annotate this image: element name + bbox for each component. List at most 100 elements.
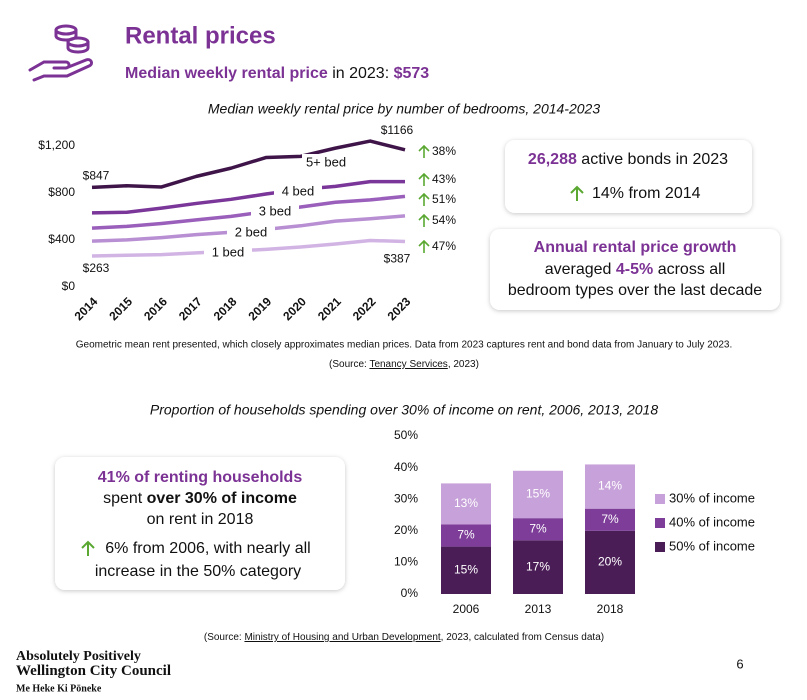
growth-value: 4-5% bbox=[616, 261, 653, 278]
x-tick-label: 2018 bbox=[211, 294, 240, 323]
source2-link[interactable]: Ministry of Housing and Urban Developmen… bbox=[244, 632, 440, 643]
value-label: $847 bbox=[83, 168, 110, 182]
households-change: 6% from 2006, with nearly all bbox=[105, 540, 310, 557]
households-title: 41% of renting households bbox=[98, 469, 303, 486]
legend-swatch bbox=[655, 494, 665, 504]
households-bold: over 30% of income bbox=[147, 490, 297, 507]
series-change: 54% bbox=[432, 213, 456, 227]
source2-pre: (Source: bbox=[204, 632, 245, 643]
legend-label: 50% of income bbox=[669, 538, 755, 553]
bar-segment bbox=[513, 518, 563, 541]
legend-swatch bbox=[655, 542, 665, 552]
series-label: 1 bed bbox=[212, 244, 245, 259]
bonds-change: 14% from 2014 bbox=[592, 185, 701, 202]
y-tick-label: $400 bbox=[48, 232, 75, 246]
value-label: 15% bbox=[454, 562, 478, 576]
x-tick-label: 2023 bbox=[385, 294, 414, 323]
bonds-box bbox=[505, 140, 752, 213]
up-arrow bbox=[418, 192, 430, 206]
bar-segment bbox=[585, 530, 635, 594]
growth-pre: averaged bbox=[545, 261, 616, 278]
series-change: 51% bbox=[432, 192, 456, 206]
x-tick-label: 2019 bbox=[245, 294, 274, 323]
series-label-bg bbox=[274, 183, 322, 201]
logo-line2: Wellington City Council bbox=[16, 663, 171, 679]
legend-label: 40% of income bbox=[669, 514, 755, 529]
value-label: 7% bbox=[529, 521, 547, 535]
series-line bbox=[91, 179, 405, 215]
up-arrow bbox=[570, 185, 584, 201]
up-arrow bbox=[418, 172, 430, 186]
y-tick-label: $0 bbox=[62, 279, 76, 293]
series-change: 47% bbox=[432, 239, 456, 253]
x-tick-label: 2022 bbox=[350, 294, 379, 323]
growth-post: across all bbox=[653, 261, 725, 278]
series-label: 2 bed bbox=[235, 224, 268, 239]
up-arrow bbox=[418, 213, 430, 227]
series-change: 43% bbox=[432, 172, 456, 186]
up-arrow bbox=[418, 239, 430, 253]
subtitle-lead: Median weekly rental price bbox=[125, 65, 328, 82]
value-label: $1166 bbox=[381, 123, 414, 137]
legend-swatch bbox=[655, 518, 665, 528]
source-post: , 2023) bbox=[448, 359, 479, 370]
up-arrow bbox=[418, 144, 430, 158]
bonds-text: 26,288 active bonds in 2023 bbox=[528, 151, 728, 168]
value-label: $263 bbox=[83, 261, 110, 275]
x-tick-label: 2018 bbox=[597, 602, 624, 616]
subtitle: Median weekly rental price in 2023: $573 bbox=[125, 65, 429, 82]
logo-wellington: Wellington bbox=[16, 663, 87, 679]
source2-post: , 2023, calculated from Census data) bbox=[441, 632, 604, 643]
bar-segment bbox=[513, 540, 563, 594]
x-tick-label: 2015 bbox=[106, 294, 135, 323]
bonds-value: 26,288 bbox=[528, 151, 577, 168]
page-number: 6 bbox=[736, 656, 743, 671]
y-tick-label: $1,200 bbox=[38, 138, 75, 152]
households-line2: spent over 30% of income bbox=[103, 490, 297, 507]
series-label: 3 bed bbox=[259, 203, 292, 218]
series-line bbox=[91, 139, 406, 190]
y-tick-label: 10% bbox=[394, 555, 418, 569]
chart-title: Proportion of households spending over 3… bbox=[150, 402, 658, 418]
logo-line3: Me Heke Ki Pōneke bbox=[16, 683, 102, 694]
series-label-bg bbox=[204, 244, 252, 262]
bar-segment bbox=[441, 524, 491, 547]
growth-box bbox=[490, 229, 780, 310]
subtitle-mid: in 2023: bbox=[328, 65, 394, 82]
bar-segment bbox=[585, 508, 635, 531]
y-tick-label: 0% bbox=[401, 586, 419, 600]
growth-line2: averaged 4-5% across all bbox=[545, 261, 726, 278]
source: (Source: Tenancy Services, 2023) bbox=[329, 359, 479, 370]
value-label: 17% bbox=[526, 559, 550, 573]
coin-hand-icon bbox=[28, 24, 94, 82]
bar-segment bbox=[441, 546, 491, 594]
page-title: Rental prices bbox=[125, 22, 276, 49]
source2: (Source: Ministry of Housing and Urban D… bbox=[204, 632, 604, 643]
x-tick-label: 2013 bbox=[525, 602, 552, 616]
series-label: 5+ bed bbox=[306, 154, 346, 169]
households-change2: increase in the 50% category bbox=[95, 563, 301, 580]
bar-segment bbox=[441, 483, 491, 525]
chart-title: Median weekly rental price by number of … bbox=[208, 101, 600, 117]
bar-segment bbox=[585, 464, 635, 509]
note: Geometric mean rent presented, which clo… bbox=[76, 340, 732, 351]
value-label: 7% bbox=[457, 528, 475, 542]
logo-line1: Absolutely Positively bbox=[16, 649, 141, 664]
series-label: 4 bed bbox=[282, 183, 315, 198]
series-change: 38% bbox=[432, 144, 456, 158]
series-label-bg bbox=[227, 224, 275, 242]
growth-line3: bedroom types over the last decade bbox=[508, 282, 762, 299]
bonds-label: active bonds in 2023 bbox=[577, 151, 728, 168]
x-tick-label: 2014 bbox=[72, 294, 101, 323]
source-link[interactable]: Tenancy Services bbox=[369, 359, 447, 370]
legend-label: 30% of income bbox=[669, 490, 755, 505]
y-tick-label: 50% bbox=[394, 428, 418, 442]
value-label: 14% bbox=[598, 479, 622, 493]
source-pre: (Source: bbox=[329, 359, 369, 370]
x-tick-label: 2020 bbox=[280, 294, 309, 323]
value-label: 7% bbox=[601, 512, 619, 526]
y-tick-label: 40% bbox=[394, 460, 418, 474]
series-label-bg bbox=[251, 203, 299, 221]
y-tick-label: 20% bbox=[394, 523, 418, 537]
